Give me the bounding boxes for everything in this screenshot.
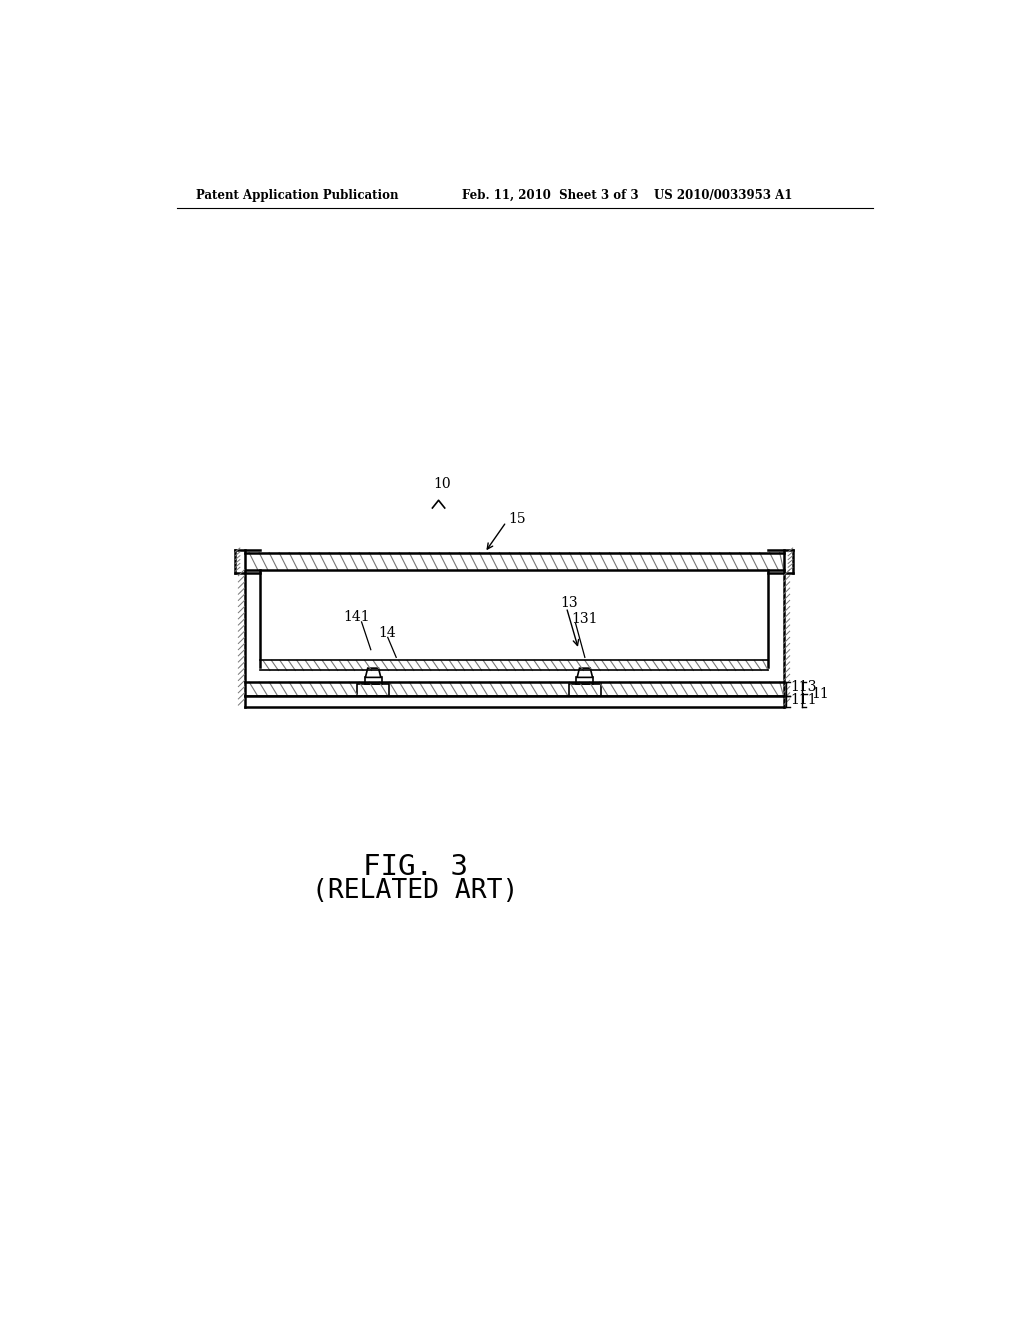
Text: Patent Application Publication: Patent Application Publication [196,189,398,202]
Text: 10: 10 [433,477,452,491]
Text: (RELATED ART): (RELATED ART) [312,878,518,904]
Text: FIG. 3: FIG. 3 [362,853,468,880]
Text: 113: 113 [791,680,817,693]
Text: 13: 13 [560,597,578,610]
Polygon shape [366,668,381,677]
Polygon shape [578,668,593,677]
Bar [568,684,601,696]
Text: 11: 11 [811,688,829,701]
Text: Feb. 11, 2010  Sheet 3 of 3: Feb. 11, 2010 Sheet 3 of 3 [462,189,638,202]
Text: US 2010/0033953 A1: US 2010/0033953 A1 [654,189,793,202]
Bar [577,677,593,684]
Text: 111: 111 [791,693,817,708]
Text: 131: 131 [571,612,597,626]
Bar [365,677,382,684]
Text: 15: 15 [508,512,525,525]
Text: 14: 14 [379,626,396,640]
Bar [357,684,389,696]
Text: 141: 141 [343,610,370,624]
